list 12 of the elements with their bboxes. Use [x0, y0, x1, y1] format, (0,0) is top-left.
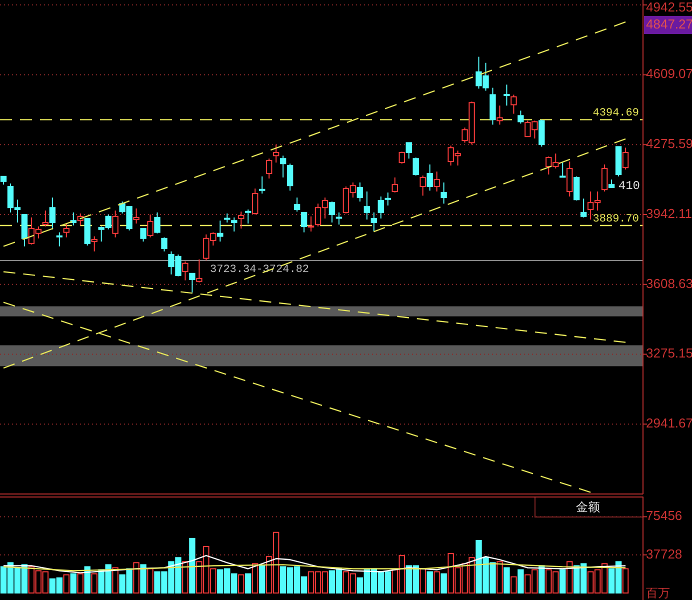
y-tick-label: 75456 [646, 508, 682, 524]
y-axis-title: 百万 [646, 586, 670, 600]
annotation: 410 [618, 179, 640, 194]
text: 4847.27 [646, 16, 692, 32]
y-tick-label: 37728 [646, 546, 682, 562]
ref-line-label: 3889.70 [592, 213, 639, 226]
y-tick-label: 4609.07 [646, 66, 692, 82]
y-tick-label: 2941.67 [646, 416, 692, 431]
y-tick-label: 3942.11 [646, 206, 692, 221]
ref-line-label: 4394.69 [592, 108, 639, 120]
chart-title: 金额 [576, 500, 600, 514]
y-tick-label: 4275.59 [646, 136, 692, 152]
